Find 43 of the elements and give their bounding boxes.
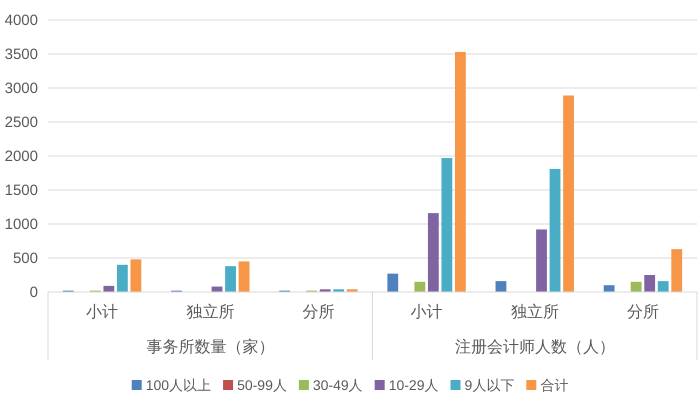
legend-label: 30-49人 <box>312 377 363 393</box>
bar <box>550 168 560 292</box>
y-tick-label: 2500 <box>4 114 38 131</box>
x-tick-label: 小计 <box>86 303 118 321</box>
bar <box>428 213 439 292</box>
bar <box>658 281 669 292</box>
x-tick-label: 分所 <box>302 303 334 321</box>
x-tick-label: 独立所 <box>510 303 559 321</box>
bar <box>496 281 506 292</box>
text: 事务所数量（家） <box>146 338 274 356</box>
y-tick-label: 3500 <box>4 46 38 63</box>
text: 注册会计师人数（人） <box>454 338 615 356</box>
legend-label: 100人以上 <box>146 377 212 393</box>
bar <box>671 249 682 292</box>
legend-label: 9人以下 <box>464 377 514 393</box>
bar <box>116 264 128 292</box>
bar <box>238 261 250 292</box>
bar <box>130 259 142 292</box>
bar <box>454 52 466 292</box>
y-tick-label: 3000 <box>4 80 38 97</box>
bar <box>387 274 398 292</box>
y-tick-label: 1500 <box>4 182 38 199</box>
y-tick-label: 2000 <box>4 148 38 165</box>
bar <box>103 286 114 292</box>
bar <box>212 286 222 292</box>
bar <box>604 285 615 292</box>
legend-label: 合计 <box>540 377 568 393</box>
x-tick-label: 小计 <box>410 303 443 321</box>
y-tick-label: 0 <box>30 284 38 301</box>
bar <box>644 275 656 292</box>
bar <box>225 266 236 292</box>
bar <box>630 282 642 292</box>
bar <box>441 158 452 292</box>
bar <box>414 282 426 292</box>
legend-label: 10-29人 <box>388 377 438 393</box>
y-tick-label: 4000 <box>4 12 38 29</box>
legend-label: 50-99人 <box>237 377 287 393</box>
bar <box>536 229 547 292</box>
x-tick-label: 分所 <box>626 303 659 321</box>
bar <box>563 95 574 292</box>
x-tick-label: 独立所 <box>186 303 234 321</box>
y-tick-label: 500 <box>12 250 38 267</box>
y-tick-label: 1000 <box>4 216 38 233</box>
